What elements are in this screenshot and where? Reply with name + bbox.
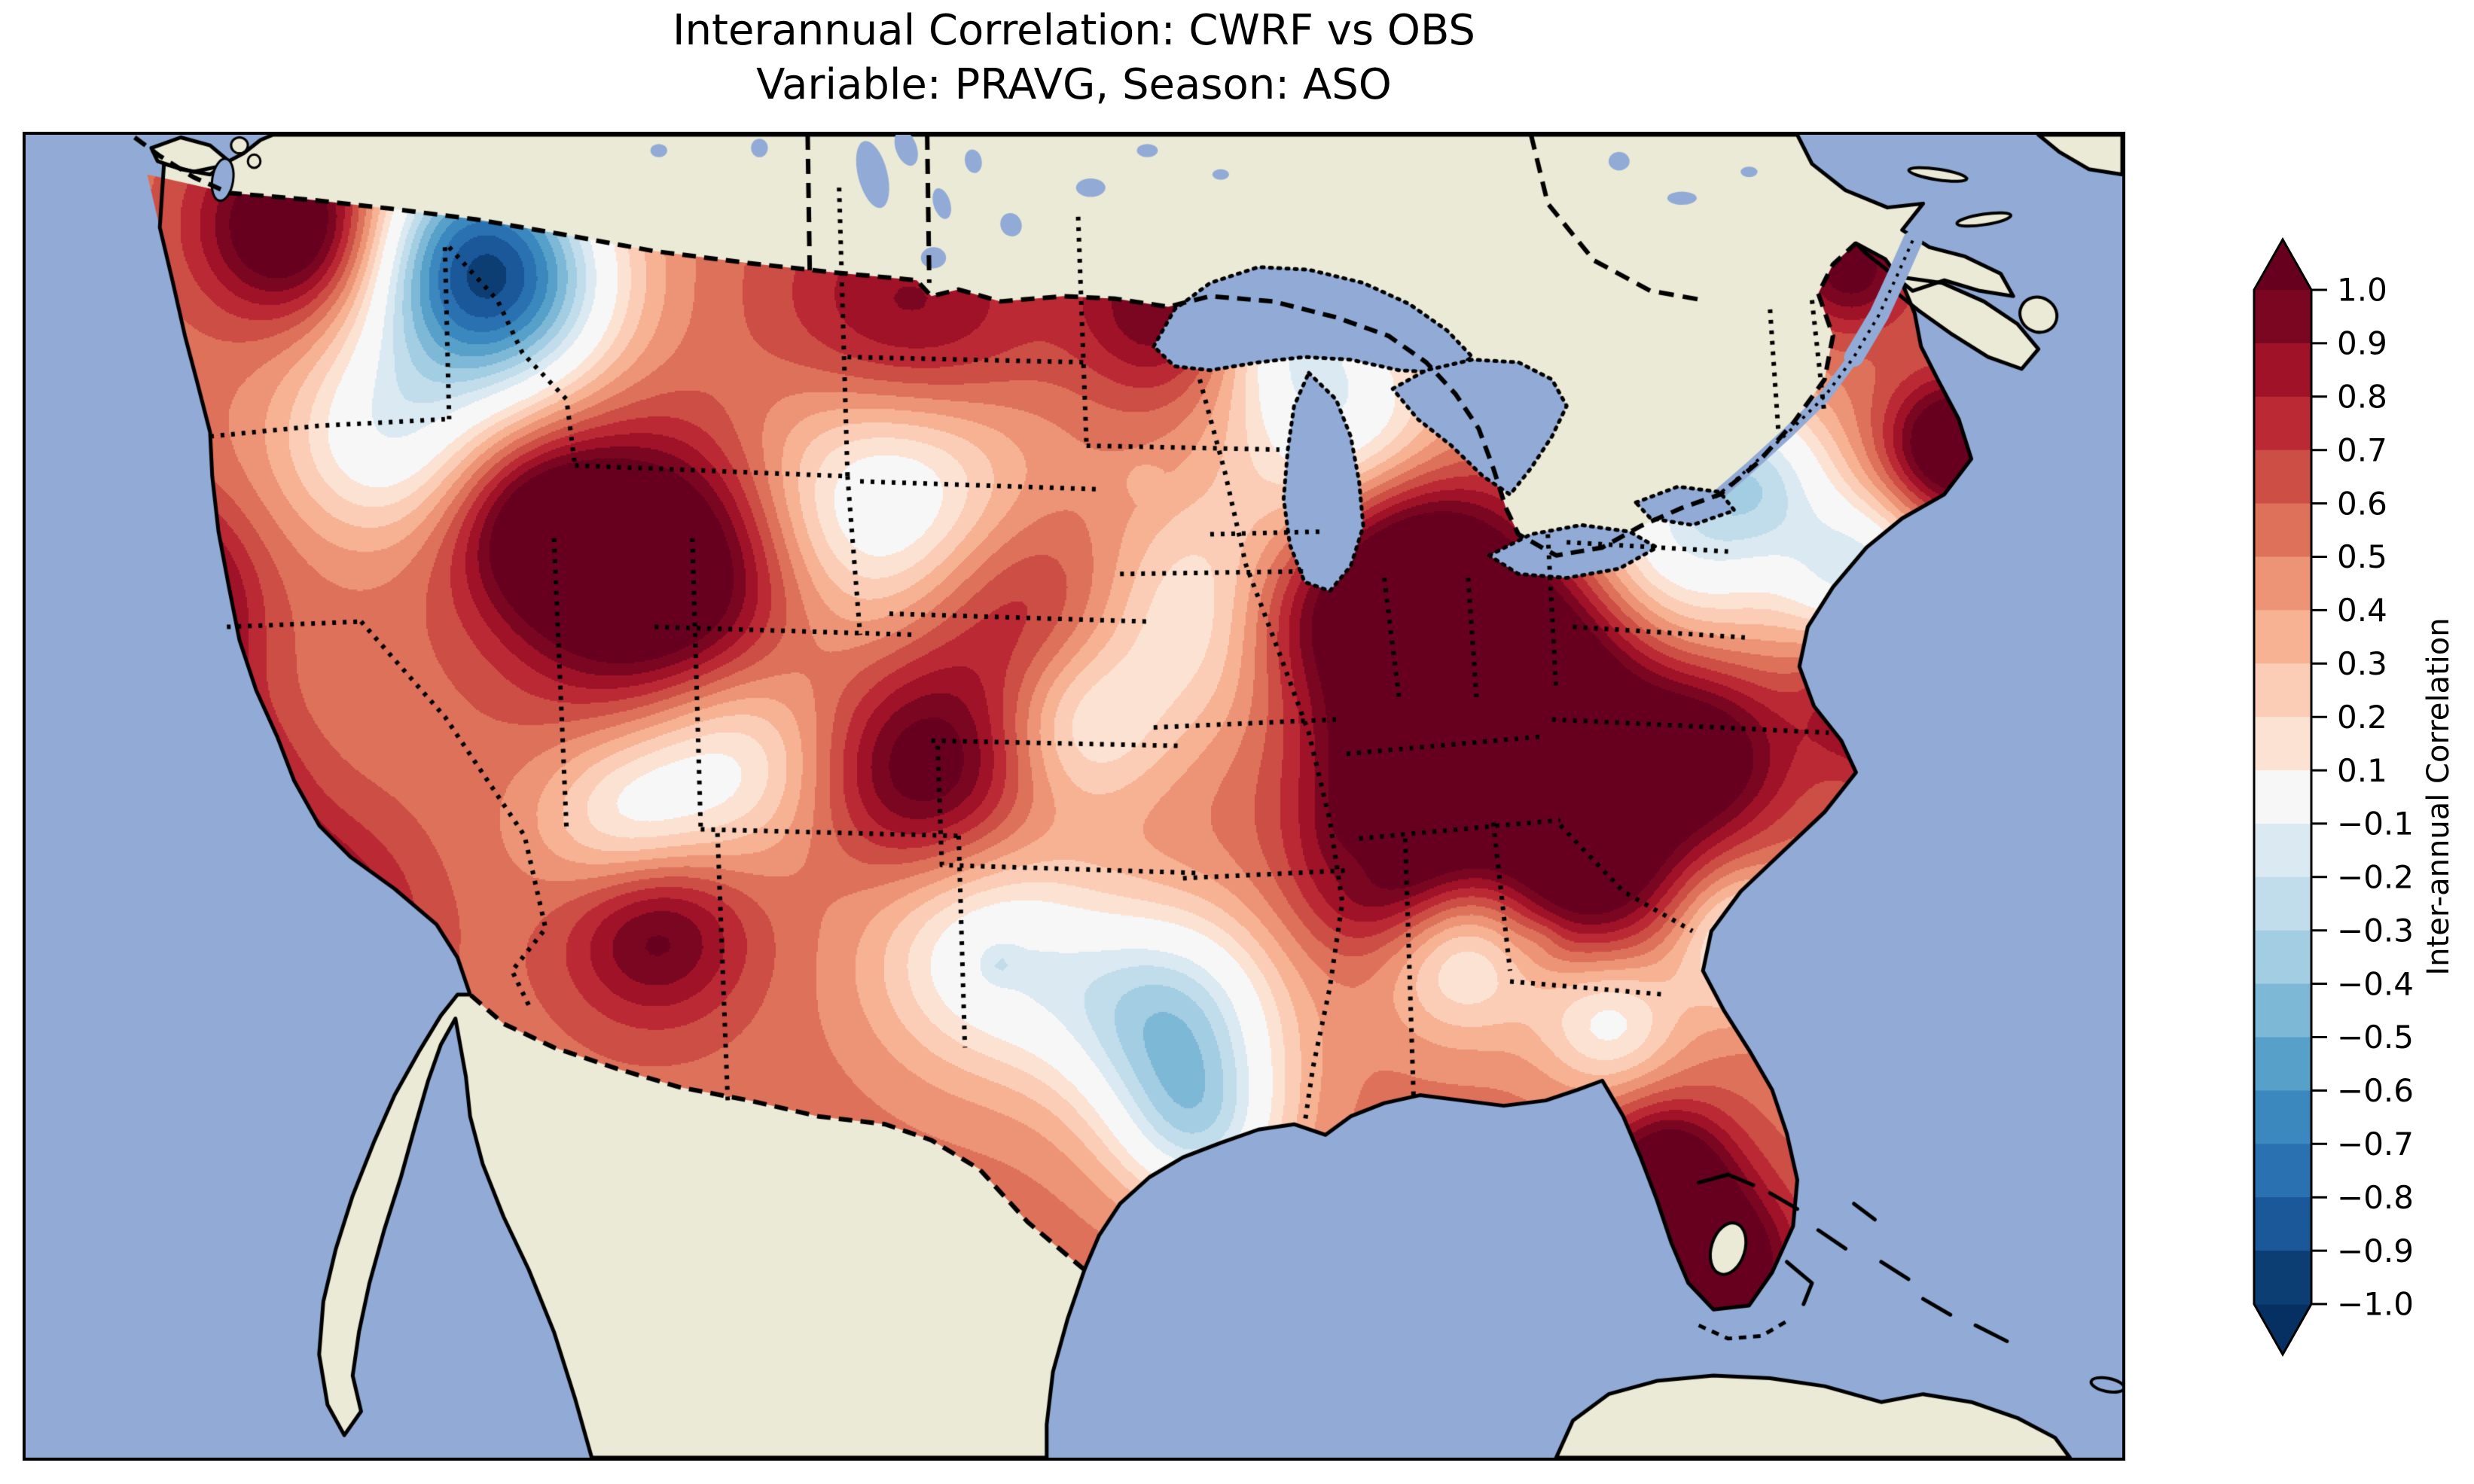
- colorbar-band: [2254, 343, 2311, 398]
- colorbar-tick-label: −0.8: [2337, 1179, 2414, 1216]
- colorbar-tick-label: 0.1: [2337, 752, 2387, 789]
- colorbar-band: [2254, 1037, 2311, 1092]
- chart-title-line2: Variable: PRAVG, Season: ASO: [756, 60, 1392, 109]
- colorbar-tick-label: 0.9: [2337, 325, 2387, 362]
- map-frame: [23, 132, 2125, 1461]
- colorbar-band: [2254, 556, 2311, 611]
- chart-title-line1: Interannual Correlation: CWRF vs OBS: [673, 6, 1475, 55]
- colorbar-axis-label: Inter-annual Correlation: [2421, 617, 2456, 976]
- colorbar-band: [2254, 503, 2311, 558]
- colorbar-arrow-down: [2254, 1304, 2311, 1354]
- colorbar-tick-label: 0.2: [2337, 699, 2387, 736]
- colorbar-band: [2254, 290, 2311, 344]
- colorbar-tick-label: −0.5: [2337, 1019, 2414, 1056]
- colorbar-band: [2254, 930, 2311, 985]
- colorbar-tick-label: −0.1: [2337, 806, 2414, 843]
- colorbar-band: [2254, 717, 2311, 771]
- colorbar-band: [2254, 823, 2311, 878]
- colorbar-tick-label: −0.9: [2337, 1233, 2414, 1269]
- colorbar-tick-label: 0.6: [2337, 485, 2387, 522]
- colorbar-tick-label: 0.5: [2337, 538, 2387, 575]
- colorbar-tick-label: 1.0: [2337, 272, 2387, 309]
- colorbar-tick-label: 0.7: [2337, 431, 2387, 468]
- colorbar-band: [2254, 983, 2311, 1038]
- colorbar-arrow-up: [2254, 239, 2311, 290]
- colorbar-band: [2254, 770, 2311, 824]
- colorbar-band: [2254, 449, 2311, 504]
- colorbar-tick-label: −0.4: [2337, 965, 2414, 1002]
- colorbar: 1.0 0.9 0.8 0.7 0.6 0.5 0.4 0.3 0.2 0.1 −0.1 −0.2 −0…: [2252, 233, 2474, 1363]
- colorbar-tick-label: −0.3: [2337, 912, 2414, 949]
- colorbar-svg: 1.0 0.9 0.8 0.7 0.6 0.5 0.4 0.3 0.2 0.1 −0.1 −0.2 −0…: [2253, 236, 2414, 1358]
- colorbar-band: [2254, 396, 2311, 451]
- chart-title: Interannual Correlation: CWRF vs OBS Var…: [23, 4, 2125, 112]
- colorbar-band: [2254, 1251, 2311, 1305]
- colorbar-band: [2254, 663, 2311, 718]
- colorbar-band: [2254, 1197, 2311, 1251]
- colorbar-tick-label: 0.4: [2337, 592, 2387, 629]
- colorbar-band: [2254, 1144, 2311, 1199]
- colorbar-band: [2254, 1090, 2311, 1145]
- colorbar-tick-label: −0.7: [2337, 1126, 2414, 1163]
- colorbar-tick-label: −0.2: [2337, 859, 2414, 896]
- map-canvas: [26, 135, 2122, 1458]
- colorbar-tick-label: −1.0: [2337, 1286, 2414, 1323]
- colorbar-band: [2254, 610, 2311, 665]
- colorbar-band: [2254, 876, 2311, 931]
- colorbar-tick-label: −0.6: [2337, 1072, 2414, 1109]
- colorbar-tick-label: 0.8: [2337, 379, 2387, 416]
- colorbar-tick-label: 0.3: [2337, 645, 2387, 682]
